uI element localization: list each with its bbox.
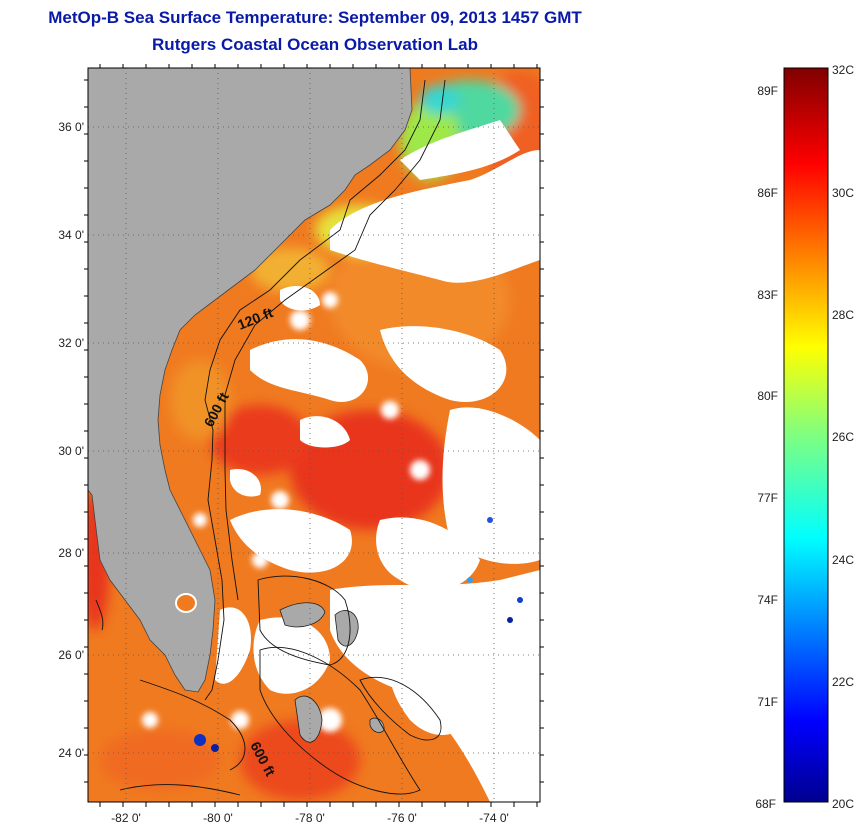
lat-label: 36 0' [58, 120, 84, 134]
lat-label: 26 0' [58, 648, 84, 662]
lat-label: 32 0' [58, 336, 84, 350]
lat-label: 28 0' [58, 546, 84, 560]
lat-lon-grid [88, 68, 540, 802]
longitude-labels: -82 0' -80 0' -78 0' -76 0' -74 0' [111, 811, 509, 825]
map-ticks [84, 64, 544, 807]
cloud-mask [215, 120, 540, 802]
lake-okeechobee [175, 593, 197, 613]
bathymetry-contours [95, 79, 446, 796]
lon-label: -76 0' [387, 811, 417, 825]
lat-label: 24 0' [58, 746, 84, 760]
lon-label: -74 0' [479, 811, 509, 825]
lat-label: 34 0' [58, 228, 84, 242]
map-subtitle: Rutgers Coastal Ocean Observation Lab [152, 35, 478, 54]
lon-label: -78 0' [295, 811, 325, 825]
lon-label: -82 0' [111, 811, 141, 825]
map-title: MetOp-B Sea Surface Temperature: Septemb… [48, 8, 582, 27]
latitude-labels: 36 0' 34 0' 32 0' 30 0' 28 0' 26 0' 24 0… [58, 120, 84, 760]
cloud-specks [142, 218, 472, 732]
land-us-east-coast [88, 68, 413, 693]
land-bahamas [279, 602, 385, 743]
map-frame [87, 67, 541, 803]
lat-label: 30 0' [58, 444, 84, 458]
lon-label: -80 0' [203, 811, 233, 825]
